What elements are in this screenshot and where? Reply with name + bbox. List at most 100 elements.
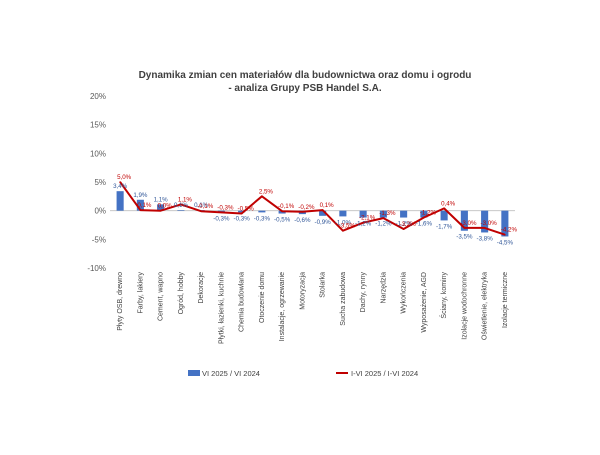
line-data-label: -3,0% — [460, 220, 477, 227]
x-tick-label: Dekoracje — [198, 272, 205, 304]
line-data-label: -0,5% — [238, 206, 255, 213]
bar-data-label: -0,9% — [315, 219, 332, 226]
y-tick-label: 5% — [94, 178, 106, 187]
bar — [116, 191, 124, 211]
y-tick-label: -5% — [92, 235, 106, 244]
line-data-label: -3,5% — [339, 223, 356, 230]
x-tick-label: Ogród, hobby — [178, 272, 185, 315]
x-tick-label: Izolacje termiczne — [502, 272, 509, 328]
y-tick-label: -10% — [87, 264, 106, 273]
bar-data-label: 0,1% — [194, 202, 209, 209]
line-layer — [119, 181, 506, 236]
line-data-label: 1,1% — [178, 196, 193, 203]
bar — [359, 210, 367, 218]
line-point — [321, 209, 324, 211]
x-tick-label: Narzędzia — [380, 272, 387, 304]
line-point — [301, 211, 304, 213]
bar — [319, 210, 327, 216]
line-data-label: 0,1% — [320, 202, 335, 209]
bar — [238, 210, 246, 213]
y-tick-label: 10% — [90, 149, 106, 158]
line-point — [402, 228, 405, 230]
bar — [400, 210, 408, 218]
bar — [157, 204, 165, 211]
line-point — [281, 210, 283, 213]
line-point — [200, 210, 202, 213]
line-data-label: -2,1% — [359, 215, 376, 222]
bar — [420, 210, 428, 218]
x-tick-label: Stolarka — [320, 272, 327, 298]
x-tick-label: Ściany, kominy — [439, 272, 448, 319]
line-data-label: 5,0% — [117, 174, 132, 181]
bar-data-label: 1,9% — [133, 192, 148, 199]
line-point — [119, 181, 121, 183]
bar-data-label: -1,6% — [416, 221, 433, 228]
line-point — [261, 195, 263, 198]
line-data-label: -0,1% — [197, 203, 214, 210]
line-point — [342, 229, 344, 232]
series-line — [119, 181, 506, 236]
x-tick-label: Wyposażenie, AGD — [421, 272, 428, 333]
bar — [136, 199, 144, 211]
x-tick-label: Motoryzacja — [299, 272, 306, 310]
line-data-label: 2,5% — [259, 188, 274, 195]
line-point — [463, 227, 466, 229]
y-axis: -10% -5% 0% 5% 10% 15% 20% — [87, 92, 106, 273]
bar-data-label: -0,3% — [254, 215, 271, 222]
bar-data-label: -3,5% — [456, 234, 473, 241]
legend-line-label: I-VI 2025 / I-VI 2024 — [351, 369, 418, 378]
x-tick-label: Płyty OSB, drewno — [117, 272, 124, 331]
bar-data-label: -1,0% — [335, 219, 352, 226]
line-data-label: 0,1% — [137, 202, 152, 209]
x-tick-label: Oświetlenie, elektryka — [482, 272, 489, 340]
bar-data-label: 3,4% — [113, 183, 128, 190]
bar-data-label: -1,7% — [436, 223, 453, 230]
bar-labels-layer: 3,4%1,9%1,1%0,1% 0,1%-0,3% -0,3% -0,3% -0,5%… — [113, 183, 513, 246]
line-point — [443, 207, 445, 210]
y-tick-label: 20% — [90, 92, 106, 101]
line-data-label: -1,3% — [379, 210, 396, 217]
bar — [177, 210, 185, 211]
line-point — [504, 233, 506, 236]
line-data-label: 0,4% — [441, 200, 456, 207]
line-data-label: 0,0% — [158, 203, 173, 210]
x-tick-label: Płytki, łazienki, kuchnie — [218, 272, 225, 344]
line-point — [362, 221, 364, 224]
line-labels-layer: 5,0%0,1% 0,0%1,1%-0,1% -0,3% -0,5%2,5%-0,1%… — [117, 174, 517, 234]
bar — [501, 210, 509, 237]
x-tick-label: Chemia budowlana — [239, 272, 246, 332]
line-point — [180, 203, 182, 206]
legend-bar-swatch — [188, 370, 200, 376]
x-tick-label: Wykończenia — [401, 272, 408, 314]
line-point — [240, 212, 243, 215]
line-data-label: -0,3% — [217, 204, 234, 211]
line-data-label: -3,0% — [481, 220, 498, 227]
legend-bar-label: VI 2025 / VI 2024 — [202, 369, 260, 378]
x-axis: Płyty OSB, drewno Farby, lakiery Cement, w… — [117, 272, 509, 344]
line-point — [382, 217, 385, 219]
bar — [258, 210, 266, 213]
bar-data-label: -3,8% — [477, 235, 494, 242]
y-tick-label: 0% — [94, 207, 106, 216]
x-tick-label: Dachy, rynny — [360, 272, 367, 313]
bar-data-label: -4,5% — [497, 239, 514, 246]
bar-data-label: -1,2% — [375, 221, 392, 228]
line-data-label: -4,2% — [501, 227, 518, 234]
x-tick-label: Otoczenie domu — [259, 272, 266, 323]
bar — [339, 210, 347, 217]
bar-data-label: 0,1% — [174, 202, 189, 209]
legend: VI 2025 / VI 2024 I-VI 2025 / I-VI 2024 — [188, 369, 418, 378]
line-point — [139, 209, 142, 211]
bar-data-label: -1,2% — [355, 221, 372, 228]
bar-data-label: -1,2% — [396, 221, 413, 228]
y-tick-label: 15% — [90, 121, 106, 130]
line-point — [220, 211, 223, 214]
line-point — [483, 227, 486, 229]
chart-subtitle: - analiza Grupy PSB Handel S.A. — [228, 83, 382, 94]
line-data-label: -0,2% — [298, 204, 315, 211]
bar-data-label: -0,3% — [213, 215, 230, 222]
bar — [440, 210, 448, 221]
bar-data-label: 1,1% — [154, 196, 169, 203]
bars-layer — [116, 191, 509, 237]
